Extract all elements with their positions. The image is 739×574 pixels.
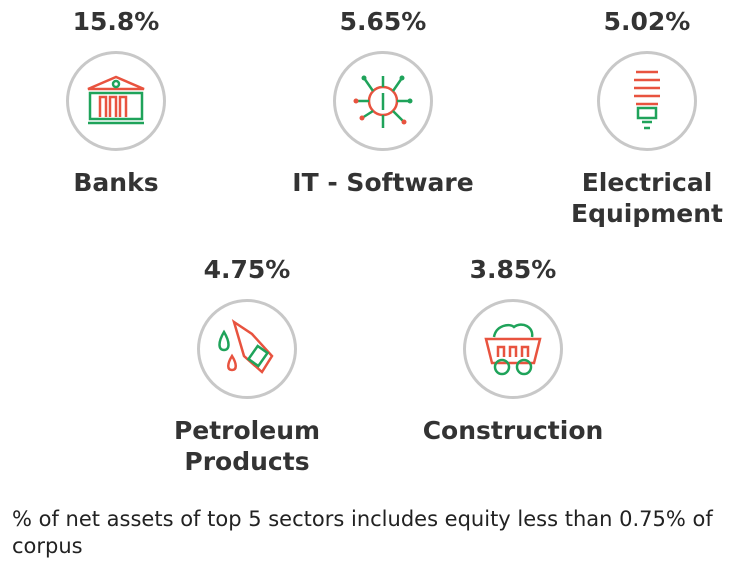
sector-percent: 4.75% bbox=[203, 255, 291, 284]
chip-icon bbox=[333, 51, 433, 151]
sector-label: Electrical Equipment bbox=[571, 168, 723, 228]
mining-cart-icon bbox=[463, 299, 563, 399]
footnote: % of net assets of top 5 sectors include… bbox=[12, 507, 713, 558]
sector-construction: 3.85% Construction bbox=[403, 253, 623, 446]
bulb-icon bbox=[597, 51, 697, 151]
sector-label: IT - Software bbox=[292, 168, 474, 197]
sector-label: Banks bbox=[73, 168, 159, 197]
sector-banks: 15.8% Banks bbox=[6, 5, 226, 198]
sector-label: Construction bbox=[422, 416, 604, 445]
sector-percent: 15.8% bbox=[72, 7, 160, 36]
sector-petroleum-products: 4.75% Petroleum Products bbox=[137, 253, 357, 477]
sector-percent: 5.02% bbox=[603, 7, 691, 36]
sector-electrical-equipment: 5.02% Electrical Equipment bbox=[537, 5, 739, 229]
sector-percent: 5.65% bbox=[339, 7, 427, 36]
sector-label: Petroleum Products bbox=[173, 416, 321, 476]
sector-percent: 3.85% bbox=[469, 255, 557, 284]
bank-icon bbox=[66, 51, 166, 151]
sector-it-software: 5.65% IT - Software bbox=[273, 5, 493, 198]
fuel-nozzle-icon bbox=[197, 299, 297, 399]
